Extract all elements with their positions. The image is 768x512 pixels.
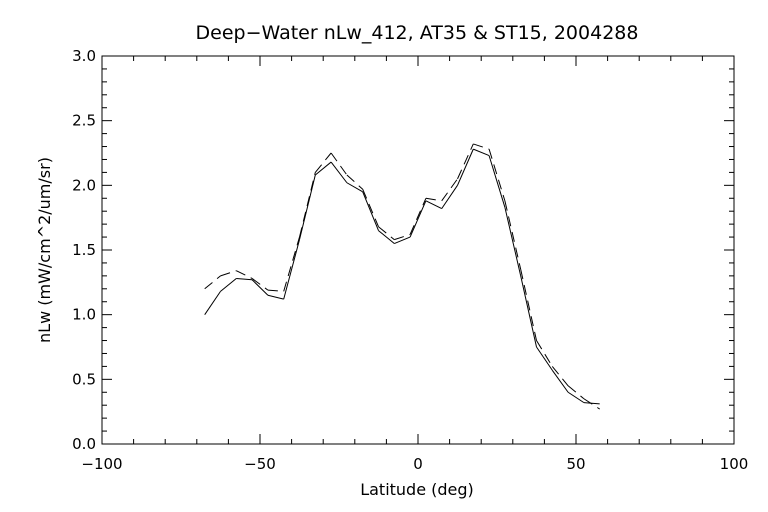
series-solid-segment [473,148,490,157]
x-tick-label: 0 [413,455,423,473]
series-solid-segment [551,369,569,393]
series-solid-segment [346,182,363,193]
series-dashed-segment [441,178,458,202]
series-solid-segment [299,174,316,240]
series-dashed-segment [583,398,600,410]
series-dashed-segment [551,366,569,387]
series-dashed-segment [520,269,537,341]
series-dashed-segment [314,152,332,173]
series-solid-segment [409,200,427,238]
series-layer [204,143,600,410]
series-dashed-segment [394,234,411,241]
series-solid-segment [425,200,442,210]
series-dashed-segment [299,172,316,238]
series-dashed [204,143,600,410]
series-dashed-segment [409,198,427,235]
series-solid-segment [441,185,458,209]
series-solid-segment [583,402,600,405]
series-dashed-segment [236,270,253,279]
series-solid [204,148,600,405]
series-dashed-segment [251,278,269,291]
series-solid-segment [314,161,332,176]
series-dashed-segment [473,143,490,150]
y-tick-label: 2.5 [72,112,96,130]
series-solid-segment [220,278,237,292]
series-dashed-segment [457,143,474,180]
y-tick-label: 1.0 [72,306,96,324]
series-dashed-segment [504,200,522,270]
series-solid-segment [267,294,284,300]
series-dashed-segment [362,189,379,227]
y-tick-labels: 0.0 0.5 1.0 1.5 2.0 2.5 3.0 [72,47,96,453]
series-solid-segment [283,239,300,300]
series-dashed-segment [488,148,506,201]
x-tick-label: −50 [244,455,276,473]
series-solid-segment [488,155,506,208]
x-tick-label: −100 [81,455,122,473]
chart-title: Deep−Water nLw_412, AT35 & ST15, 2004288 [196,22,639,44]
series-solid-segment [567,391,585,404]
series-dashed-segment [330,152,348,176]
y-tick-label: 3.0 [72,47,96,65]
axis-ticks [101,55,735,445]
series-solid-segment [236,277,253,281]
series-dashed-segment [536,340,553,367]
series-solid-segment [378,230,395,244]
series-dashed-segment [204,275,221,290]
series-solid-segment [204,291,221,315]
y-tick-label: 0.0 [72,435,96,453]
y-tick-label: 2.0 [72,176,96,194]
series-dashed-segment [267,289,284,292]
x-tick-label: 50 [566,455,585,473]
y-tick-label: 1.5 [72,241,96,259]
series-solid-segment [362,191,379,231]
series-solid-segment [330,161,348,184]
series-solid-segment [504,207,522,276]
series-dashed-segment [220,270,237,277]
x-tick-label: 100 [720,455,749,473]
series-dashed-segment [346,174,364,190]
series-dashed-segment [567,385,585,400]
series-dashed-segment [283,236,300,292]
series-solid-segment [536,346,553,371]
x-axis-label: Latitude (deg) [360,480,474,499]
series-solid-segment [457,148,474,186]
y-axis-label: nLw (mW/cm^2/um/sr) [35,157,54,343]
x-tick-labels: −100 −50 0 50 100 [81,455,748,473]
series-solid-segment [520,275,537,348]
series-dashed-segment [378,226,395,241]
series-solid-segment [394,236,411,244]
series-solid-segment [251,279,269,296]
y-tick-label: 0.5 [72,370,96,388]
series-dashed-segment [425,197,442,202]
